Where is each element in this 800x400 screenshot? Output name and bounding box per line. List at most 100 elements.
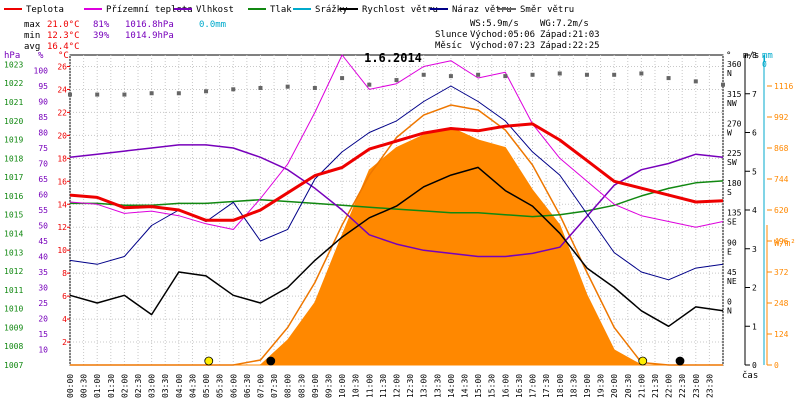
rain-unit: mm (762, 51, 773, 61)
stats-min-label: min (24, 31, 40, 41)
hum-tick-label: 25 (38, 299, 48, 308)
sun-set: Západ:21:03 (540, 30, 600, 40)
press-tick-label: 1011 (4, 286, 23, 295)
wind-tick-label: 5 (752, 167, 757, 176)
chart-title: 1.6.2014 (364, 51, 422, 65)
hum-tick-label: 20 (38, 315, 48, 324)
solar-tick-label: 248 (774, 299, 789, 308)
time-tick-label: 20:00 (610, 374, 619, 398)
time-tick-label: 23:00 (692, 374, 701, 398)
press-tick-label: 1016 (4, 192, 23, 201)
wind-dir-point (68, 92, 72, 97)
stats-avg-label: avg (24, 42, 40, 52)
wind-tick-label: 8 (752, 51, 757, 60)
legend-label: Srážky (315, 5, 348, 15)
hum-tick-label: 100 (34, 67, 49, 76)
time-tick-label: 12:30 (406, 374, 415, 398)
dir-tick-deg: 90 (727, 238, 737, 247)
dir-tick-name: SW (727, 158, 737, 167)
time-tick-label: 14:30 (461, 374, 470, 398)
time-tick-label: 05:30 (216, 374, 225, 398)
dir-tick-deg: 180 (727, 179, 742, 188)
temp-tick-label: 4 (62, 315, 67, 324)
press-tick-label: 1018 (4, 154, 23, 163)
dir-tick-name: N (727, 69, 732, 78)
dir-tick-name: SE (727, 218, 737, 227)
solar-tick-label: 372 (774, 268, 789, 277)
solar-tick-label: 496 (774, 237, 789, 246)
legend-label: Přízemní teplota (106, 5, 193, 15)
dir-unit: ° (726, 51, 731, 61)
time-tick-label: 17:00 (529, 374, 538, 398)
rain-tick-label: 1 (762, 55, 767, 64)
wind-dir-point (476, 72, 481, 77)
hum-tick-label: 95 (38, 82, 48, 91)
press-tick-label: 1017 (4, 173, 23, 182)
wind-dir-point (258, 85, 263, 90)
series-line-ground_temp (69, 54, 724, 230)
hum-tick-label: 30 (38, 284, 48, 293)
time-tick-label: 12:00 (393, 374, 402, 398)
time-tick-label: 20:30 (624, 374, 633, 398)
series-line-wind_speed (69, 166, 724, 328)
time-tick-label: 23:30 (705, 374, 714, 398)
dir-tick-deg: 270 (727, 120, 742, 129)
time-tick-label: 00:00 (66, 374, 75, 398)
series-line-pressure (70, 180, 724, 218)
time-tick-label: 11:00 (365, 374, 374, 398)
time-unit: čas (742, 370, 758, 381)
hum-tick-label: 35 (38, 268, 48, 277)
time-tick-label: 14:00 (447, 374, 456, 398)
dir-tick-deg: 315 (727, 90, 742, 99)
wind-dir-point (204, 89, 209, 94)
press-tick-label: 1009 (4, 323, 23, 332)
stats-min-press: 1014.9hPa (125, 31, 174, 41)
time-tick-label: 10:00 (338, 374, 347, 398)
hum-tick-label: 40 (38, 253, 48, 262)
solar-tick-label: 620 (774, 206, 789, 215)
solar-tick-label: 124 (774, 330, 789, 339)
stats-min-hum: 39% (93, 31, 110, 41)
dir-tick-deg: 0 (727, 298, 732, 307)
time-tick-label: 15:00 (474, 374, 483, 398)
hum-tick-label: 90 (38, 98, 48, 107)
time-tick-label: 07:30 (270, 374, 279, 398)
wind-dir-point (693, 79, 698, 84)
wind-dir-point (367, 82, 372, 87)
press-tick-label: 1007 (4, 361, 23, 370)
wind-dir-point (176, 91, 181, 96)
solar-tick-label: 744 (774, 175, 789, 184)
hum-tick-label: 60 (38, 191, 48, 200)
wind-dir-point (448, 74, 453, 79)
wind-dir-point (666, 76, 671, 81)
stats-max-hum: 81% (93, 20, 110, 30)
info-block: WS:5.9m/s WG:7.2m/s Slunce Východ:05:06 … (435, 19, 600, 51)
sunset-marker (638, 356, 648, 366)
time-tick-label: 04:00 (175, 374, 184, 398)
time-tick-label: 01:00 (93, 374, 102, 398)
time-tick-label: 06:30 (243, 374, 252, 398)
wind-tick-label: 3 (752, 245, 757, 254)
dir-tick-name: NW (727, 99, 737, 108)
moon-set: Západ:22:25 (540, 41, 600, 51)
hum-tick-label: 15 (38, 330, 48, 339)
wind-tick-label: 2 (752, 284, 757, 293)
legend-label: Směr větru (520, 5, 574, 15)
time-tick-label: 22:00 (665, 374, 674, 398)
press-tick-label: 1021 (4, 98, 23, 107)
time-tick-label: 17:30 (542, 374, 551, 398)
stats-min-temp: 12.3°C (47, 31, 80, 41)
time-tick-label: 05:00 (202, 374, 211, 398)
sun-rise: Východ:05:06 (470, 30, 535, 40)
press-tick-label: 1022 (4, 79, 23, 88)
temp-tick-label: 8 (62, 269, 67, 278)
wind-dir-point (721, 82, 725, 87)
wind-dir-point (340, 76, 345, 81)
wind-dir-point (285, 84, 290, 89)
hum-tick-label: 65 (38, 175, 48, 184)
legend-label: Vlhkost (196, 5, 234, 15)
wind-tick-label: 6 (752, 129, 757, 138)
hum-tick-label: 45 (38, 237, 48, 246)
wind-dir-point (557, 71, 562, 76)
